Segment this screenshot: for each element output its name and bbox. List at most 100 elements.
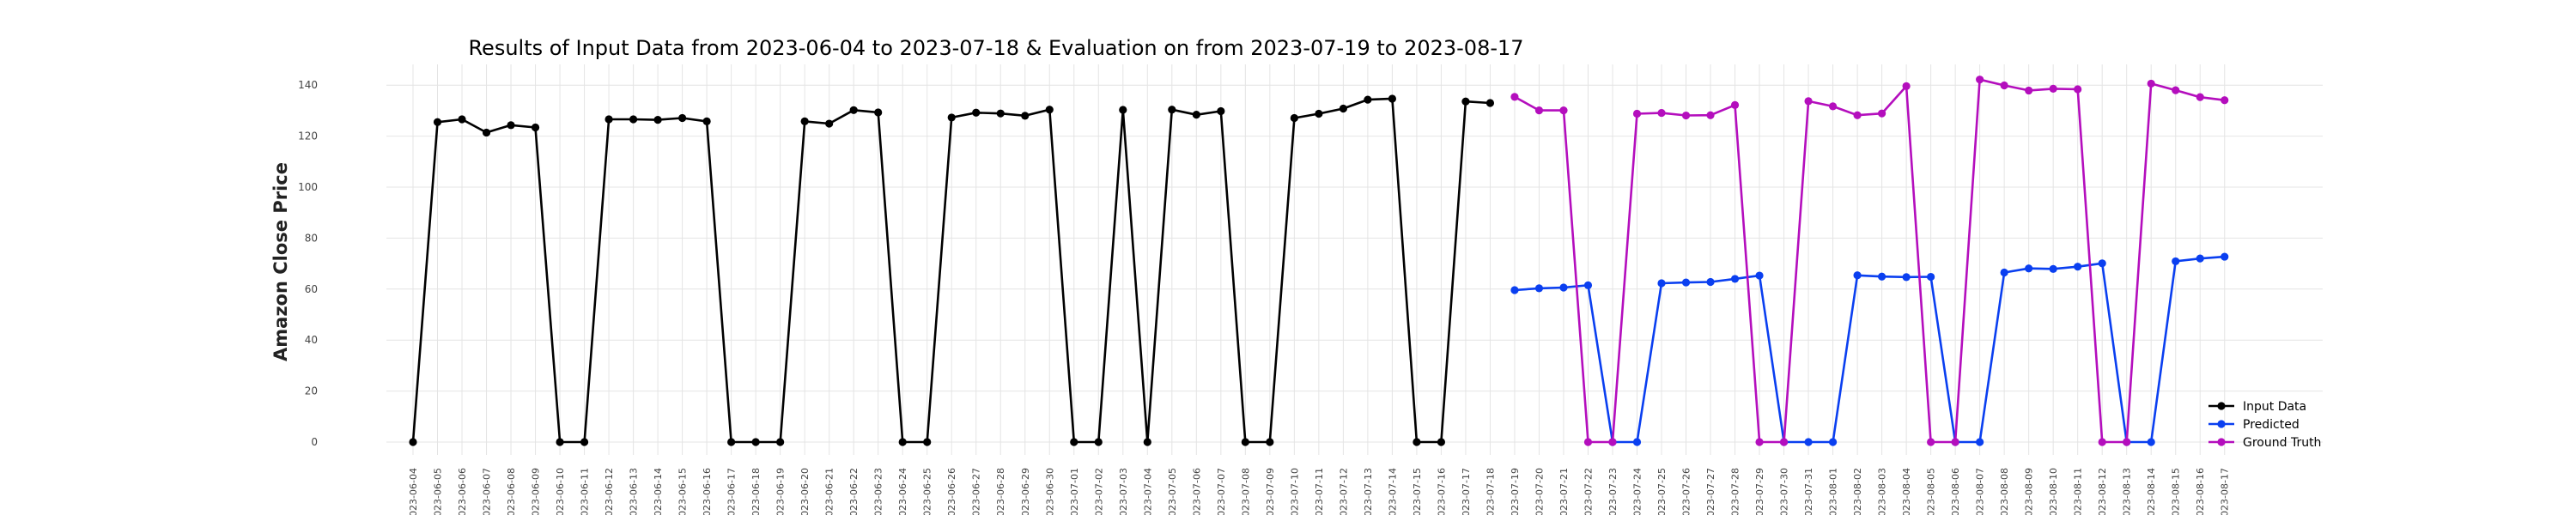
x-tick-label: 2023-06-15 [677, 468, 689, 515]
data-point [1119, 106, 1127, 114]
data-point [2221, 96, 2229, 105]
data-point [1632, 109, 1642, 118]
legend-swatch-marker [2217, 402, 2226, 410]
y-tick-label: 20 [305, 385, 318, 397]
x-tick-label: 2023-07-25 [1656, 468, 1668, 515]
x-tick-label: 2023-08-09 [2024, 468, 2035, 515]
data-point [727, 438, 736, 446]
x-tick-label: 2023-06-27 [971, 468, 982, 515]
data-point [1168, 106, 1176, 114]
data-point [556, 438, 564, 446]
data-point [751, 438, 760, 446]
data-point [2000, 268, 2008, 277]
x-tick-label: 2023-07-08 [1240, 468, 1251, 515]
x-tick-label: 2023-07-04 [1142, 468, 1153, 515]
data-point [2147, 79, 2155, 88]
data-point [1878, 272, 1886, 281]
x-tick-label: 2023-06-11 [580, 468, 591, 515]
data-point [1485, 99, 1495, 107]
x-tick-label: 2023-07-17 [1461, 468, 1472, 515]
x-tick-label: 2023-06-24 [897, 468, 908, 515]
legend-label: Predicted [2243, 418, 2300, 432]
data-point [1632, 438, 1642, 446]
x-tick-label: 2023-06-29 [1020, 468, 1031, 515]
x-tick-label: 2023-06-12 [604, 468, 615, 515]
data-point [972, 108, 981, 117]
x-tick-label: 2023-07-16 [1436, 468, 1447, 515]
x-tick-label: 2023-08-06 [1950, 468, 1961, 515]
x-tick-label: 2023-08-10 [2048, 468, 2059, 515]
data-point [776, 438, 785, 446]
data-point [1510, 286, 1519, 294]
grid [386, 64, 2323, 455]
x-tick-label: 2023-07-21 [1558, 468, 1570, 515]
legend-swatch-marker [2217, 438, 2226, 446]
x-tick-label: 2023-08-17 [2220, 468, 2231, 515]
data-point [458, 115, 466, 124]
data-point [2049, 264, 2057, 273]
x-tick-label: 2023-07-02 [1093, 468, 1104, 515]
data-point [1681, 111, 1691, 120]
y-tick-label: 100 [298, 181, 318, 193]
data-point [2172, 86, 2180, 94]
data-point [1828, 438, 1838, 446]
data-point [1976, 438, 1984, 446]
data-point [653, 115, 662, 124]
x-tick-label: 2023-07-11 [1314, 468, 1325, 515]
data-point [1021, 112, 1030, 120]
x-tick-label: 2023-06-25 [922, 468, 933, 515]
x-tick-label: 2023-06-14 [653, 468, 664, 515]
data-point [1804, 438, 1813, 446]
data-point [1290, 113, 1298, 123]
data-point [947, 113, 956, 122]
x-tick-label: 2023-07-24 [1632, 468, 1643, 515]
data-point [1902, 82, 1911, 90]
x-tick-label: 2023-07-14 [1387, 468, 1398, 515]
data-point [1070, 438, 1078, 446]
data-point [1608, 438, 1617, 446]
x-tick-label: 2023-06-17 [726, 468, 738, 515]
data-point [605, 115, 613, 124]
x-tick-label: 2023-08-16 [2195, 468, 2206, 515]
data-point [1927, 272, 1935, 282]
x-tick-label: 2023-07-20 [1534, 468, 1545, 515]
data-point [1657, 108, 1666, 118]
data-point [1315, 109, 1323, 118]
x-tick-label: 2023-08-12 [2097, 468, 2108, 515]
x-tick-label: 2023-08-14 [2146, 468, 2157, 515]
data-point [1878, 109, 1886, 118]
x-tick-label: 2023-06-21 [824, 468, 835, 515]
data-point [1706, 277, 1715, 287]
legend-label: Input Data [2243, 400, 2306, 414]
data-point [1461, 97, 1470, 106]
data-point [1951, 438, 1959, 446]
data-point [1583, 281, 1593, 289]
data-point [2025, 86, 2033, 95]
data-point [923, 438, 932, 446]
x-tick-label: 2023-06-23 [873, 468, 884, 515]
data-point [433, 118, 442, 126]
data-point [1534, 106, 1544, 115]
data-point [1681, 278, 1691, 287]
data-point [1217, 106, 1225, 116]
x-tick-label: 2023-08-07 [1975, 468, 1986, 515]
x-tick-label: 2023-06-09 [531, 468, 542, 515]
data-point [1755, 271, 1764, 280]
data-point [409, 438, 417, 446]
data-point [702, 117, 711, 125]
x-tick-label: 2023-06-22 [848, 468, 860, 515]
series-line [1514, 255, 2225, 444]
x-tick-label: 2023-07-12 [1338, 468, 1349, 515]
legend: Input Data Predicted Ground Truth [2208, 400, 2321, 450]
x-tick-label: 2023-06-20 [799, 468, 811, 515]
data-point [898, 438, 907, 446]
x-tick-label: 2023-06-26 [946, 468, 957, 515]
x-tick-label: 2023-07-03 [1118, 468, 1129, 515]
series-line [1514, 78, 2225, 444]
data-point [1902, 273, 1911, 282]
x-tick-label: 2023-06-28 [995, 468, 1006, 515]
data-point [482, 128, 491, 137]
x-tick-label: 2023-07-23 [1607, 468, 1619, 515]
data-point [849, 106, 858, 114]
data-point [1730, 100, 1740, 109]
